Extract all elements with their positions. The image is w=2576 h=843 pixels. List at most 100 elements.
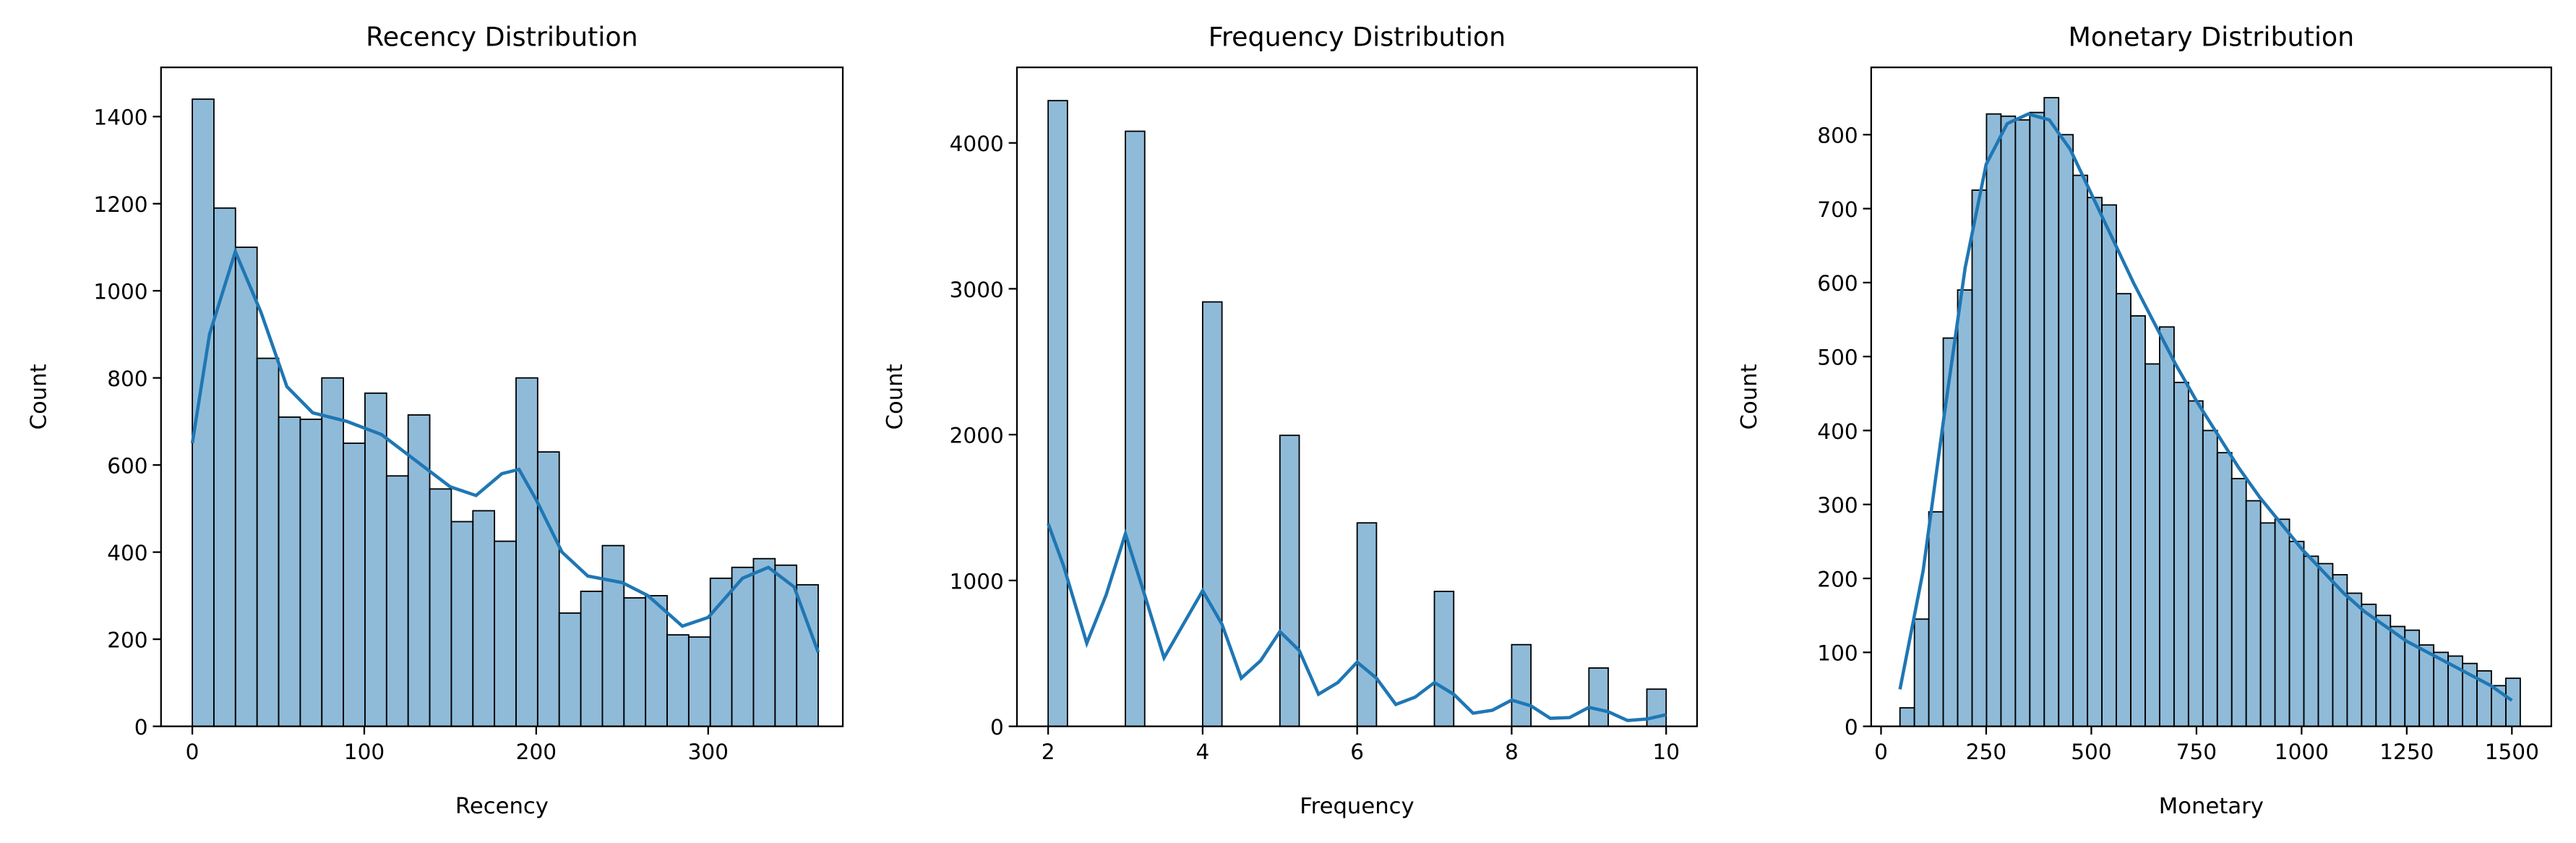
- bar: [558, 612, 582, 727]
- bar: [385, 475, 409, 727]
- bar: [2187, 400, 2204, 727]
- x-tick-label: 500: [2071, 740, 2111, 764]
- bar: [2231, 478, 2247, 727]
- bar: [2043, 97, 2060, 727]
- bar: [687, 636, 711, 727]
- bar: [731, 566, 755, 727]
- x-tick-label: 0: [186, 740, 199, 764]
- y-tick-label: 600: [107, 454, 147, 479]
- bar: [2288, 540, 2305, 727]
- y-tick-label: 200: [107, 628, 147, 653]
- x-tick-label: 100: [344, 740, 385, 764]
- y-tick-label: 200: [1817, 567, 1858, 591]
- bar: [2058, 134, 2074, 727]
- bar: [1985, 113, 2002, 727]
- x-axis-label: Recency: [455, 794, 549, 819]
- bar: [1646, 688, 1667, 727]
- bar: [2418, 644, 2435, 727]
- bar: [321, 377, 345, 727]
- bar: [2259, 522, 2276, 727]
- bar: [536, 451, 560, 727]
- bar: [515, 377, 538, 727]
- bar: [1279, 435, 1300, 727]
- bar: [2144, 363, 2160, 727]
- x-tick-label: 1000: [2275, 740, 2329, 764]
- bar: [2072, 174, 2089, 727]
- y-tick-label: 1400: [93, 106, 147, 130]
- bar: [1928, 511, 1944, 727]
- bar: [2087, 197, 2103, 727]
- y-tick-label: 500: [1817, 346, 1858, 370]
- x-tick-label: 750: [2176, 740, 2217, 764]
- bar: [2505, 677, 2521, 727]
- bar: [1957, 289, 1973, 727]
- x-tick-label: 1250: [2379, 740, 2434, 764]
- y-axis-label: Count: [1737, 364, 1762, 429]
- bar: [2130, 314, 2146, 727]
- bar: [256, 357, 280, 727]
- bar: [1356, 522, 1378, 727]
- bar: [2332, 574, 2348, 727]
- y-tick-label: 2000: [950, 424, 1004, 448]
- y-tick-label: 100: [1817, 641, 1858, 666]
- bar: [752, 557, 776, 727]
- kde-line: [1047, 523, 1667, 722]
- y-tick-label: 400: [1817, 419, 1858, 444]
- bar: [1125, 130, 1146, 727]
- bar: [213, 207, 236, 727]
- y-tick-label: 700: [1817, 197, 1858, 222]
- y-tick-label: 0: [134, 715, 148, 740]
- y-tick-label: 600: [1817, 271, 1858, 296]
- bar: [343, 442, 366, 727]
- kde-line: [1898, 112, 2513, 702]
- chart-title: Recency Distribution: [366, 22, 638, 53]
- bar: [2000, 115, 2017, 727]
- bar: [2216, 452, 2233, 727]
- chart-title: Frequency Distribution: [1208, 22, 1506, 53]
- y-tick-label: 0: [1845, 715, 1858, 740]
- x-tick-label: 4: [1196, 740, 1210, 764]
- bar: [2303, 555, 2319, 727]
- bar: [645, 594, 668, 727]
- bar: [580, 590, 604, 727]
- bar: [2346, 592, 2363, 727]
- bar: [1588, 667, 1609, 727]
- y-tick-label: 400: [107, 541, 147, 565]
- bar: [2173, 382, 2189, 727]
- bar: [1971, 189, 1988, 727]
- x-tick-label: 300: [688, 740, 729, 764]
- bar: [2245, 500, 2262, 727]
- bar: [623, 597, 647, 727]
- x-tick-label: 10: [1652, 740, 1680, 764]
- bar: [666, 634, 690, 727]
- bar: [2361, 603, 2377, 727]
- bar: [2116, 293, 2131, 727]
- bar: [1202, 301, 1223, 727]
- bar: [1511, 643, 1532, 727]
- x-tick-label: 200: [516, 740, 557, 764]
- bar: [429, 488, 452, 727]
- x-tick-label: 1500: [2485, 740, 2539, 764]
- y-tick-label: 1200: [93, 192, 147, 217]
- y-axis-label: Count: [883, 364, 908, 429]
- chart-title: Monetary Distribution: [2069, 22, 2355, 53]
- bar: [1899, 707, 1915, 727]
- bar: [2375, 615, 2392, 727]
- bar: [1047, 100, 1068, 727]
- y-tick-label: 800: [1817, 124, 1858, 148]
- bar: [796, 583, 819, 727]
- axes-frame: [1870, 67, 2552, 727]
- y-tick-label: 0: [990, 715, 1004, 740]
- bar: [2202, 429, 2218, 727]
- y-tick-label: 4000: [950, 132, 1004, 156]
- y-tick-label: 3000: [950, 278, 1004, 302]
- x-axis-label: Monetary: [2159, 794, 2264, 819]
- kde-line: [190, 247, 820, 654]
- bar: [278, 416, 301, 727]
- bar: [472, 510, 496, 727]
- y-tick-label: 1000: [950, 569, 1004, 594]
- bar: [2029, 111, 2045, 727]
- bar: [234, 247, 258, 727]
- x-tick-label: 8: [1505, 740, 1519, 764]
